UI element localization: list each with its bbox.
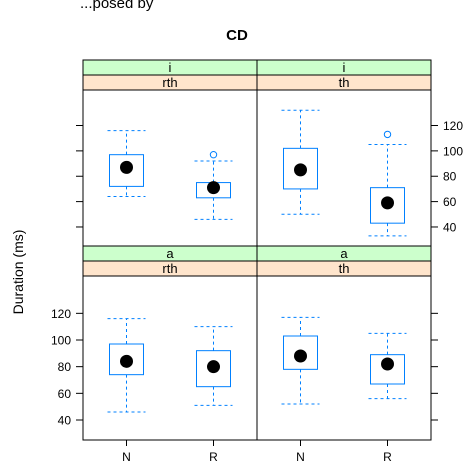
y-tick-label: 120 — [51, 307, 71, 321]
strip-outer-label: i — [169, 60, 172, 75]
y-tick-label: 100 — [51, 334, 71, 348]
strip-inner-label: th — [339, 261, 350, 276]
median-dot — [294, 163, 307, 177]
median-dot — [294, 349, 307, 363]
x-tick-label: N — [122, 450, 131, 462]
y-tick-label: 40 — [58, 414, 72, 428]
y-tick-label: 40 — [443, 220, 457, 234]
median-dot — [381, 357, 394, 371]
strip-outer-label: a — [166, 246, 174, 261]
y-tick-label: 80 — [443, 170, 457, 184]
median-dot — [381, 196, 394, 210]
outlier-point — [383, 130, 392, 139]
panel-frame-a-th — [256, 275, 432, 441]
strip-outer-label: i — [343, 60, 346, 75]
x-tick-label: N — [296, 450, 305, 462]
y-tick-label: 60 — [443, 195, 457, 209]
y-tick-label: 60 — [58, 387, 72, 401]
chart-title: CD — [226, 27, 248, 44]
strip-inner-label: rth — [162, 75, 177, 90]
median-dot — [120, 160, 133, 174]
y-axis-label: Duration (ms) — [10, 230, 26, 315]
median-dot — [207, 360, 220, 374]
median-dot — [120, 354, 133, 368]
strip-inner-label: rth — [162, 261, 177, 276]
x-tick-label: R — [383, 450, 392, 462]
y-tick-label: 120 — [443, 119, 463, 133]
median-dot — [207, 181, 220, 195]
cropped-caption-text: ...posed by — [80, 0, 154, 12]
y-tick-label: 80 — [58, 360, 72, 374]
y-tick-label: 100 — [443, 144, 463, 158]
strip-inner-label: th — [339, 75, 350, 90]
strip-outer-label: a — [340, 246, 348, 261]
x-tick-label: R — [209, 450, 218, 462]
outlier-point — [209, 150, 218, 159]
